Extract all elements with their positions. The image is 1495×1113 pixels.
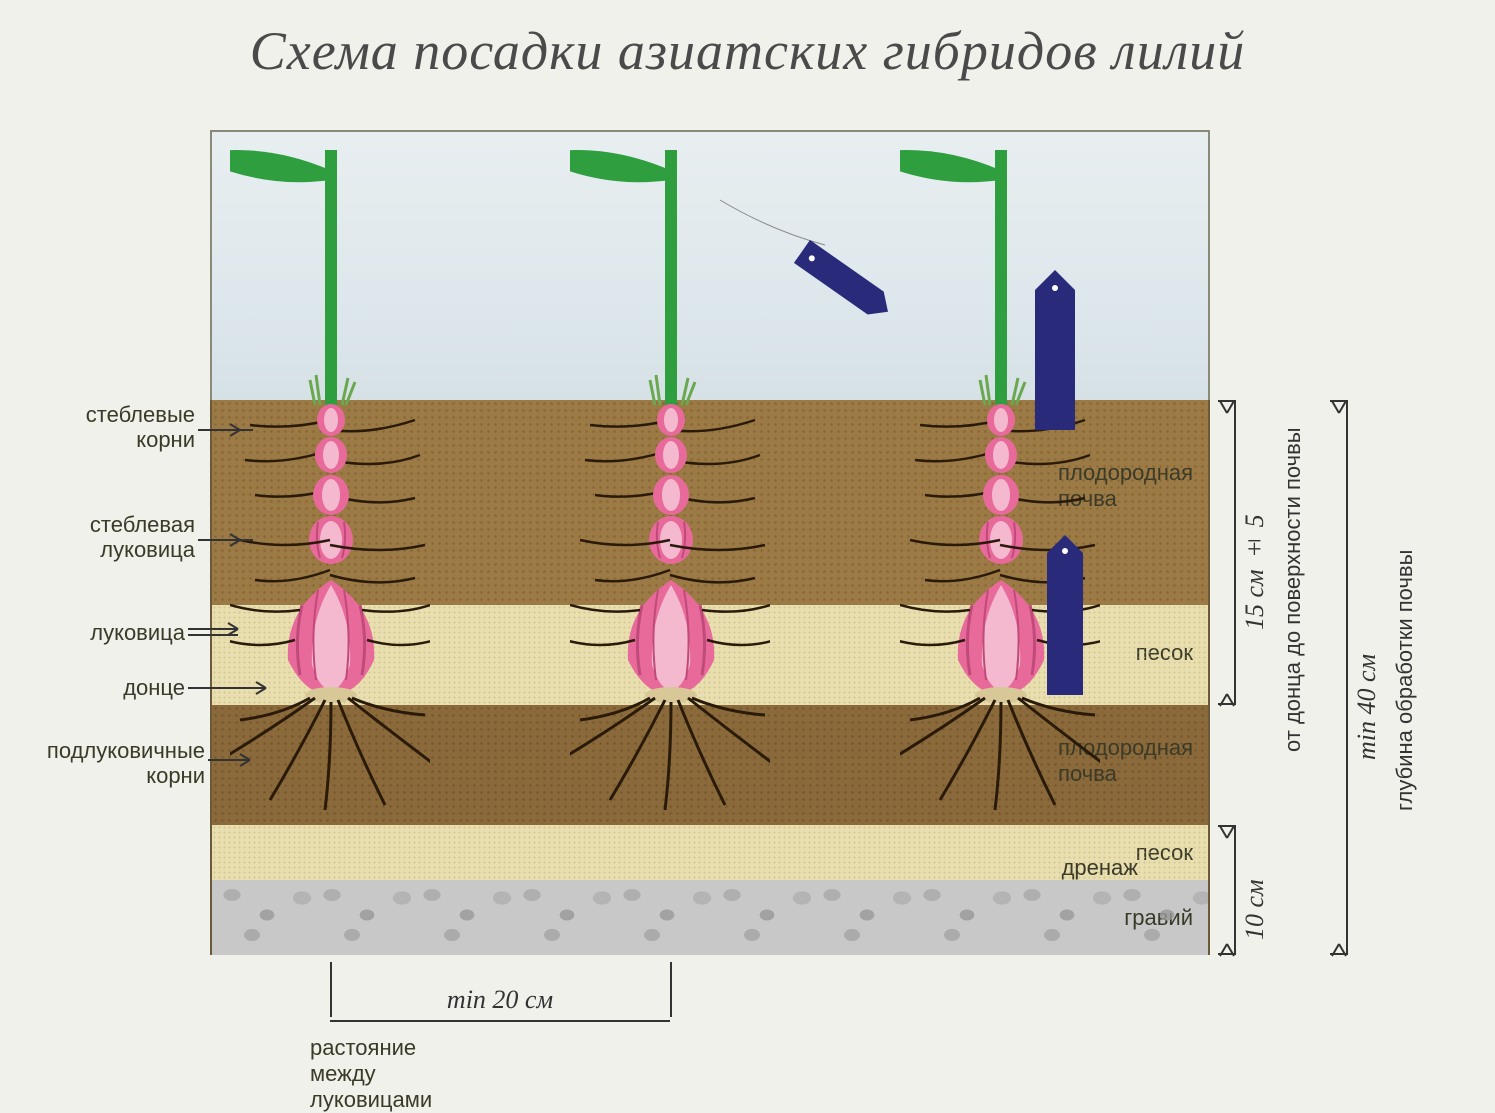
measure-10cm: 10 см <box>1240 850 1270 940</box>
caption-40cm: глубина обработки почвы <box>1392 510 1418 850</box>
layer-label: плодородная почва <box>1058 735 1193 788</box>
arrow-icon <box>208 750 263 770</box>
layer-fertile-bottom: плодородная почва <box>212 705 1208 825</box>
label-basal-plate: донце <box>30 675 185 700</box>
caption-spacing: растояние между луковицами <box>310 1035 432 1113</box>
arrowhead-icon <box>1214 820 1240 840</box>
arrow-icon <box>198 420 253 440</box>
drainage-label: дренаж <box>1062 855 1138 881</box>
arrow-icon <box>198 530 253 550</box>
layer-label: песок <box>1136 640 1193 666</box>
layer-label: плодородная почва <box>1058 460 1193 513</box>
label-basal-roots: подлуковичные корни <box>30 738 205 789</box>
arrow-icon <box>188 622 253 642</box>
plant-tag-lower <box>1035 535 1095 715</box>
label-stem-bulb: стеблевая луковица <box>30 512 195 563</box>
planting-diagram: плодородная почва песок плодородная почв… <box>30 130 1470 1080</box>
diagram-title: Схема посадки азиатских гибридов лилий <box>0 20 1495 82</box>
dimension-bracket-10cm <box>1218 825 1236 955</box>
arrowhead-icon <box>1326 942 1352 962</box>
arrowhead-icon <box>1214 692 1240 712</box>
arrow-icon <box>188 678 278 698</box>
plant-tag-upper <box>1020 270 1090 450</box>
layer-label: песок <box>1136 840 1193 866</box>
layer-sand-bottom: песок <box>212 825 1208 880</box>
measure-20cm: min 20 см <box>330 985 670 1015</box>
label-stem-roots: стеблевые корни <box>30 402 195 453</box>
plant-tag-flying <box>710 190 910 330</box>
layer-gravel: гравий <box>212 880 1208 955</box>
dimension-bracket-15cm <box>1218 400 1236 705</box>
caption-15cm: от донца до поверхности почвы <box>1280 410 1306 770</box>
label-bulb: луковица <box>30 620 185 645</box>
arrowhead-icon <box>1214 942 1240 962</box>
arrowhead-icon <box>1214 395 1240 415</box>
measure-15cm: 15 см ± 5 <box>1240 480 1270 630</box>
layer-label: гравий <box>1124 905 1193 931</box>
measure-40cm: min 40 см <box>1352 580 1382 760</box>
dimension-bracket-40cm <box>1330 400 1348 955</box>
arrowhead-icon <box>1326 395 1352 415</box>
